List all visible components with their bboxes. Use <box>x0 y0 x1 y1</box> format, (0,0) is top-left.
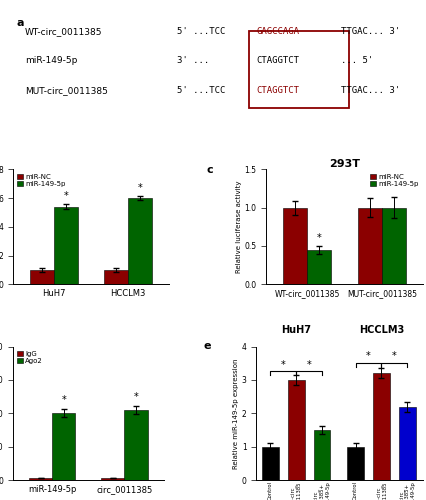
Text: e: e <box>202 342 210 351</box>
Bar <box>101 478 124 480</box>
Bar <box>104 270 128 284</box>
Text: ... 5': ... 5' <box>340 56 372 66</box>
Bar <box>398 406 414 480</box>
Title: 293T: 293T <box>328 158 359 168</box>
Text: *: * <box>391 352 396 362</box>
Text: HCCLM3: HCCLM3 <box>358 326 403 336</box>
Text: TTGAC... 3': TTGAC... 3' <box>340 86 399 95</box>
Text: c: c <box>206 164 213 174</box>
Text: 5' ...TCC: 5' ...TCC <box>176 86 225 95</box>
Bar <box>313 430 330 480</box>
Text: *: * <box>61 395 66 405</box>
Bar <box>307 250 330 284</box>
Bar <box>54 206 78 284</box>
Legend: miR-NC, miR-149-5p: miR-NC, miR-149-5p <box>16 173 66 188</box>
Text: *: * <box>138 183 142 193</box>
Legend: IgG, Ago2: IgG, Ago2 <box>16 350 43 364</box>
Text: WT-circ_0011385: WT-circ_0011385 <box>25 27 102 36</box>
Bar <box>52 414 75 480</box>
Bar <box>30 270 54 284</box>
Bar <box>29 478 52 480</box>
Text: *: * <box>63 190 68 200</box>
Text: MUT-circ_0011385: MUT-circ_0011385 <box>25 86 108 95</box>
Text: HuH7: HuH7 <box>281 326 311 336</box>
Y-axis label: Relative luciferase activity: Relative luciferase activity <box>235 180 241 273</box>
Bar <box>124 410 147 480</box>
Text: GAGCCAGA: GAGCCAGA <box>256 27 299 36</box>
Text: *: * <box>280 360 285 370</box>
Text: 5' ...TCC: 5' ...TCC <box>176 27 225 36</box>
Bar <box>372 374 389 480</box>
Bar <box>287 380 304 480</box>
Legend: miR-NC, miR-149-5p: miR-NC, miR-149-5p <box>368 173 418 188</box>
Text: *: * <box>133 392 138 402</box>
Bar <box>381 208 405 284</box>
Y-axis label: Relative miR-149-5p expression: Relative miR-149-5p expression <box>232 358 238 469</box>
Bar <box>283 208 307 284</box>
Text: *: * <box>306 360 311 370</box>
Text: TTGAC... 3': TTGAC... 3' <box>340 27 399 36</box>
Text: CTAGGTCT: CTAGGTCT <box>256 56 299 66</box>
Text: CTAGGTCT: CTAGGTCT <box>256 86 299 95</box>
Text: miR-149-5p: miR-149-5p <box>25 56 77 66</box>
Bar <box>262 446 278 480</box>
Bar <box>346 446 363 480</box>
Text: a: a <box>17 18 24 28</box>
Text: *: * <box>316 232 321 242</box>
Bar <box>128 198 152 284</box>
Bar <box>357 208 381 284</box>
Text: *: * <box>366 352 370 362</box>
Text: 3' ...: 3' ... <box>176 56 209 66</box>
